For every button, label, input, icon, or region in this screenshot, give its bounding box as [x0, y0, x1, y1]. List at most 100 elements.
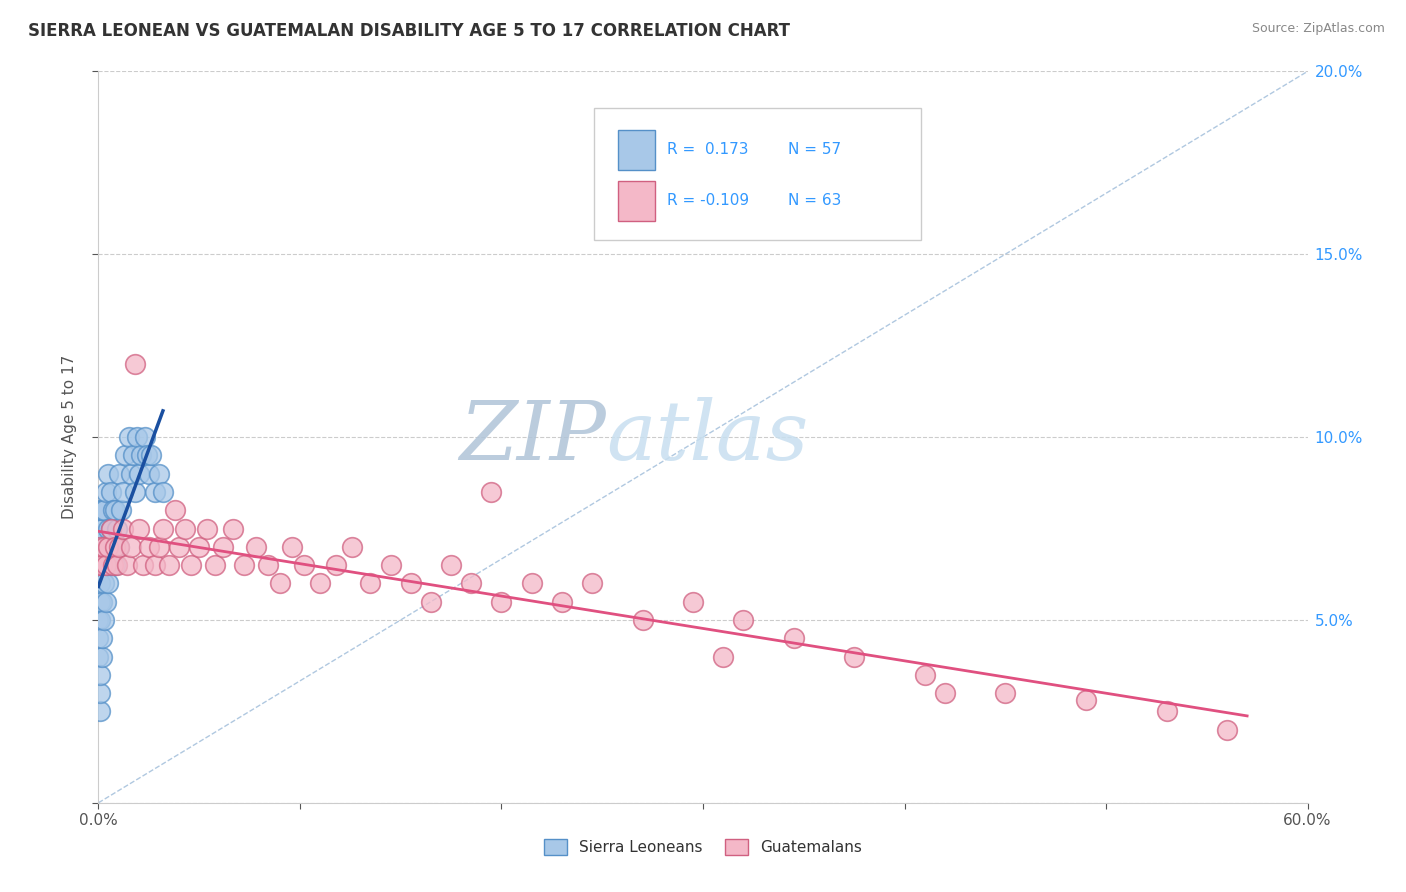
Point	[682, 594, 704, 608]
Text: SIERRA LEONEAN VS GUATEMALAN DISABILITY AGE 5 TO 17 CORRELATION CHART: SIERRA LEONEAN VS GUATEMALAN DISABILITY …	[28, 22, 790, 40]
Point	[118, 430, 141, 444]
Point	[91, 594, 114, 608]
Point	[481, 485, 503, 500]
Point	[89, 594, 111, 608]
Point	[97, 521, 120, 535]
Point	[107, 540, 129, 554]
Text: R = -0.109: R = -0.109	[666, 194, 749, 209]
Point	[96, 594, 118, 608]
Point	[139, 448, 162, 462]
Point	[844, 649, 866, 664]
Point	[129, 448, 152, 462]
Point	[148, 540, 170, 554]
Point	[91, 521, 114, 535]
Point	[281, 540, 304, 554]
Point	[101, 558, 124, 573]
Text: atlas: atlas	[606, 397, 808, 477]
Point	[292, 558, 315, 573]
Point	[134, 430, 156, 444]
Text: Source: ZipAtlas.com: Source: ZipAtlas.com	[1251, 22, 1385, 36]
Point	[105, 521, 128, 535]
Point	[89, 613, 111, 627]
Point	[491, 594, 513, 608]
Point	[125, 430, 148, 444]
Point	[100, 521, 122, 535]
Point	[91, 649, 114, 664]
Point	[994, 686, 1017, 700]
Point	[167, 540, 190, 554]
Point	[222, 521, 245, 535]
Point	[152, 485, 174, 500]
Y-axis label: Disability Age 5 to 17: Disability Age 5 to 17	[62, 355, 77, 519]
Point	[115, 558, 138, 573]
Point	[152, 521, 174, 535]
Point	[87, 558, 110, 573]
Point	[360, 576, 382, 591]
Point	[93, 613, 115, 627]
Point	[135, 448, 157, 462]
Point	[631, 613, 654, 627]
Point	[143, 485, 166, 500]
Point	[100, 558, 122, 573]
Point	[914, 667, 936, 681]
Point	[101, 503, 124, 517]
Point	[143, 558, 166, 573]
Point	[138, 467, 160, 481]
Point	[114, 448, 136, 462]
Point	[204, 558, 226, 573]
Point	[91, 503, 114, 517]
Point	[269, 576, 291, 591]
Point	[91, 558, 114, 573]
Point	[124, 485, 146, 500]
Point	[212, 540, 235, 554]
Point	[188, 540, 211, 554]
Point	[91, 558, 114, 573]
Point	[97, 558, 120, 573]
Point	[89, 540, 111, 554]
Point	[380, 558, 402, 573]
Point	[91, 540, 114, 554]
Point	[420, 594, 443, 608]
Point	[89, 521, 111, 535]
Point	[87, 649, 110, 664]
Point	[96, 558, 118, 573]
Point	[87, 632, 110, 646]
Point	[89, 705, 111, 719]
Legend: Sierra Leoneans, Guatemalans: Sierra Leoneans, Guatemalans	[537, 833, 869, 861]
Point	[120, 540, 142, 554]
Point	[733, 613, 755, 627]
Point	[103, 540, 125, 554]
Point	[245, 540, 267, 554]
Text: ZIP: ZIP	[460, 397, 606, 477]
Point	[157, 558, 180, 573]
Point	[148, 467, 170, 481]
Point	[124, 357, 146, 371]
Point	[89, 540, 111, 554]
Point	[309, 576, 332, 591]
Point	[100, 521, 122, 535]
Point	[711, 649, 734, 664]
Point	[110, 503, 132, 517]
Point	[105, 558, 128, 573]
Point	[195, 521, 218, 535]
Point	[120, 467, 142, 481]
Point	[232, 558, 254, 573]
Point	[107, 467, 129, 481]
Point	[103, 558, 125, 573]
Point	[342, 540, 364, 554]
Point	[91, 632, 114, 646]
Point	[551, 594, 574, 608]
Point	[100, 485, 122, 500]
Point	[101, 540, 124, 554]
Point	[111, 485, 134, 500]
Point	[132, 558, 155, 573]
Point	[128, 467, 150, 481]
Point	[399, 576, 422, 591]
Text: N = 63: N = 63	[787, 194, 841, 209]
Point	[93, 576, 115, 591]
Point	[93, 503, 115, 517]
Point	[1074, 693, 1097, 707]
Point	[96, 540, 118, 554]
Point	[89, 576, 111, 591]
Text: R =  0.173: R = 0.173	[666, 142, 748, 157]
